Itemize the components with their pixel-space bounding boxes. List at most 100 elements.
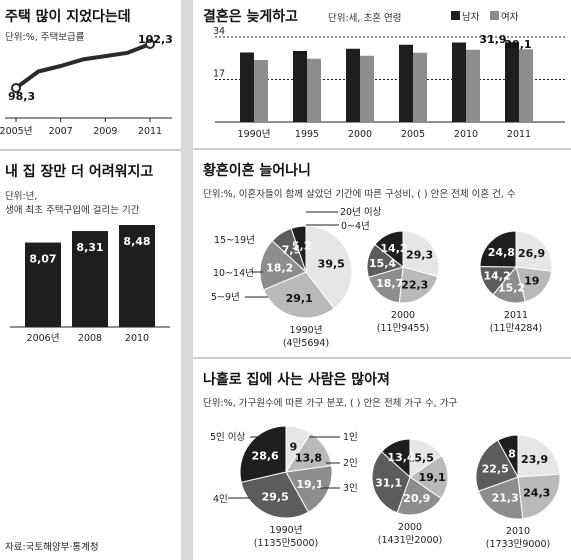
pie-value-label: 5,2 <box>292 240 312 253</box>
household-chart-title: 나홀로 집에 사는 사람은 많아져 <box>203 371 390 388</box>
pie-slice <box>290 225 307 273</box>
divorce-pie-sub: (4만5694) <box>283 338 329 349</box>
pie-value-label: 24,8 <box>488 246 515 259</box>
pie-slice <box>262 271 335 319</box>
bar-x-tick: 2008 <box>78 333 102 344</box>
bar-x-tick: 2010 <box>125 333 149 344</box>
divorce-pie-label: 1990년 <box>290 325 323 336</box>
household-pie-label: 1990년 <box>270 525 303 536</box>
bar-male <box>505 42 519 122</box>
legend-swatch-female <box>490 11 499 20</box>
line-label-last: 102,3 <box>138 33 173 46</box>
bar-female <box>307 58 321 122</box>
marriage-chart-title: 결혼은 늦게하고 <box>203 8 298 25</box>
bar-female <box>360 55 374 122</box>
pie-value-label: 39,5 <box>318 257 345 270</box>
pie-slice <box>398 266 439 304</box>
marriage-chart-unit: 단위:세, 초혼 연령 <box>328 12 401 24</box>
pie-value-label: 26,9 <box>518 247 545 260</box>
divorce-pie-label: 2011 <box>504 310 528 321</box>
line-x-tick: 2007 <box>49 126 73 137</box>
pie-value-label: 8 <box>508 447 516 460</box>
line-x-tick: 2005년 <box>0 126 32 137</box>
bar-chart-unit-2: 생애 최초 주택구입에 걸리는 기간 <box>5 204 140 216</box>
pie-slice <box>479 230 517 268</box>
pie-slice <box>409 454 449 500</box>
household-cat-1: 2인 <box>343 458 358 469</box>
line-chart-title: 주택 많이 지었다는데 <box>5 8 131 25</box>
divorce-chart-title: 황혼이혼 늘어나니 <box>203 162 311 179</box>
bar-male <box>452 42 466 122</box>
pie-value-label: 19 <box>524 275 539 288</box>
marriage-x-tick: 2011 <box>507 129 531 140</box>
pie-value-label: 29,3 <box>406 248 433 261</box>
divorce-pie-sub: (11만4284) <box>490 323 542 334</box>
bar <box>72 231 108 327</box>
pie-slice <box>240 471 310 519</box>
pie-value-label: 23,9 <box>521 453 548 466</box>
divorce-cat-0: 0~4년 <box>341 221 370 232</box>
household-cat-3: 4인 <box>213 494 228 505</box>
legend-swatch-male <box>451 11 460 20</box>
divorce-pie-sub: (11만9455) <box>377 323 429 334</box>
pie-slice <box>305 225 353 310</box>
pie-value-label: 22,3 <box>401 278 428 291</box>
line-chart-unit: 단위:%, 주택보급률 <box>5 31 85 43</box>
divorce-cat-4: 20년 이상 <box>340 207 382 218</box>
household-pie-label: 2010 <box>506 526 530 537</box>
pie-slice <box>285 465 333 513</box>
divorce-pie-label: 2000 <box>391 310 415 321</box>
pie-slice <box>367 266 404 304</box>
pie-value-label: 15,5 <box>407 452 434 465</box>
bar <box>25 242 61 327</box>
marriage-x-tick: 2010 <box>454 129 478 140</box>
bar-chart-unit-1: 단위:년, <box>5 190 37 202</box>
bar-female <box>413 52 427 122</box>
household-cat-4: 5인 이상 <box>210 432 246 443</box>
female-2011-label: 29,1 <box>504 38 531 51</box>
ref-label-34: 34 <box>213 26 225 37</box>
household-pie-sub: (1733만9000) <box>486 539 551 550</box>
pie-slice <box>517 473 561 520</box>
pie-value-label: 18,2 <box>266 261 293 274</box>
pie-slice <box>475 439 519 492</box>
household-pie-label: 2000 <box>398 522 422 533</box>
marriage-x-tick: 2005 <box>401 129 425 140</box>
pie-value-label: 19,1 <box>418 471 445 484</box>
line-x-tick: 2009 <box>93 126 117 137</box>
bar-value-label: 8,07 <box>29 253 56 266</box>
divorce-chart-unit: 단위:%, 이혼자들이 함께 살았던 기간에 따른 구성비, ( ) 안은 전체… <box>203 188 516 200</box>
bar-chart-title: 내 집 장만 더 어려워지고 <box>5 163 153 180</box>
legend-label-female: 여자 <box>501 11 519 23</box>
pie-value-label: 18,7 <box>376 277 403 290</box>
bar-male <box>240 52 254 122</box>
pie-value-label: 13,8 <box>295 452 322 465</box>
line-label-first: 98,3 <box>8 90 35 103</box>
pie-value-label: 29,5 <box>262 490 289 503</box>
bar <box>119 225 155 327</box>
pie-value-label: 21,3 <box>492 492 519 505</box>
ref-label-17: 17 <box>213 69 225 80</box>
bar-female <box>519 49 533 122</box>
pie-value-label: 28,6 <box>252 449 279 462</box>
pie-slice <box>402 230 440 278</box>
pie-value-label: 14,2 <box>483 270 510 283</box>
pie-value-label: 19,1 <box>296 478 323 491</box>
divider-pillar <box>181 0 193 560</box>
source-note: 자료:국토해양부·통계청 <box>5 541 99 553</box>
divorce-cat-1: 5~9년 <box>211 292 240 303</box>
marriage-x-tick: 1995 <box>295 129 319 140</box>
household-pie-sub: (1135만5000) <box>254 538 319 549</box>
pie-slice <box>239 425 287 483</box>
bar-female <box>466 49 480 122</box>
bar-x-tick: 2006년 <box>27 333 60 344</box>
bar-male <box>399 44 413 122</box>
bar-male <box>293 51 307 122</box>
pie-value-label: 24,3 <box>523 487 550 500</box>
male-2011-label: 31,9 <box>479 33 506 46</box>
household-chart-unit: 단위:%, 가구원수에 따른 가구 분포, ( ) 안은 전체 가구 수, 가구 <box>203 397 457 409</box>
line-x-tick: 2011 <box>138 126 162 137</box>
bar-male <box>346 48 360 122</box>
line-point <box>11 83 21 93</box>
pie-slice <box>374 230 404 269</box>
